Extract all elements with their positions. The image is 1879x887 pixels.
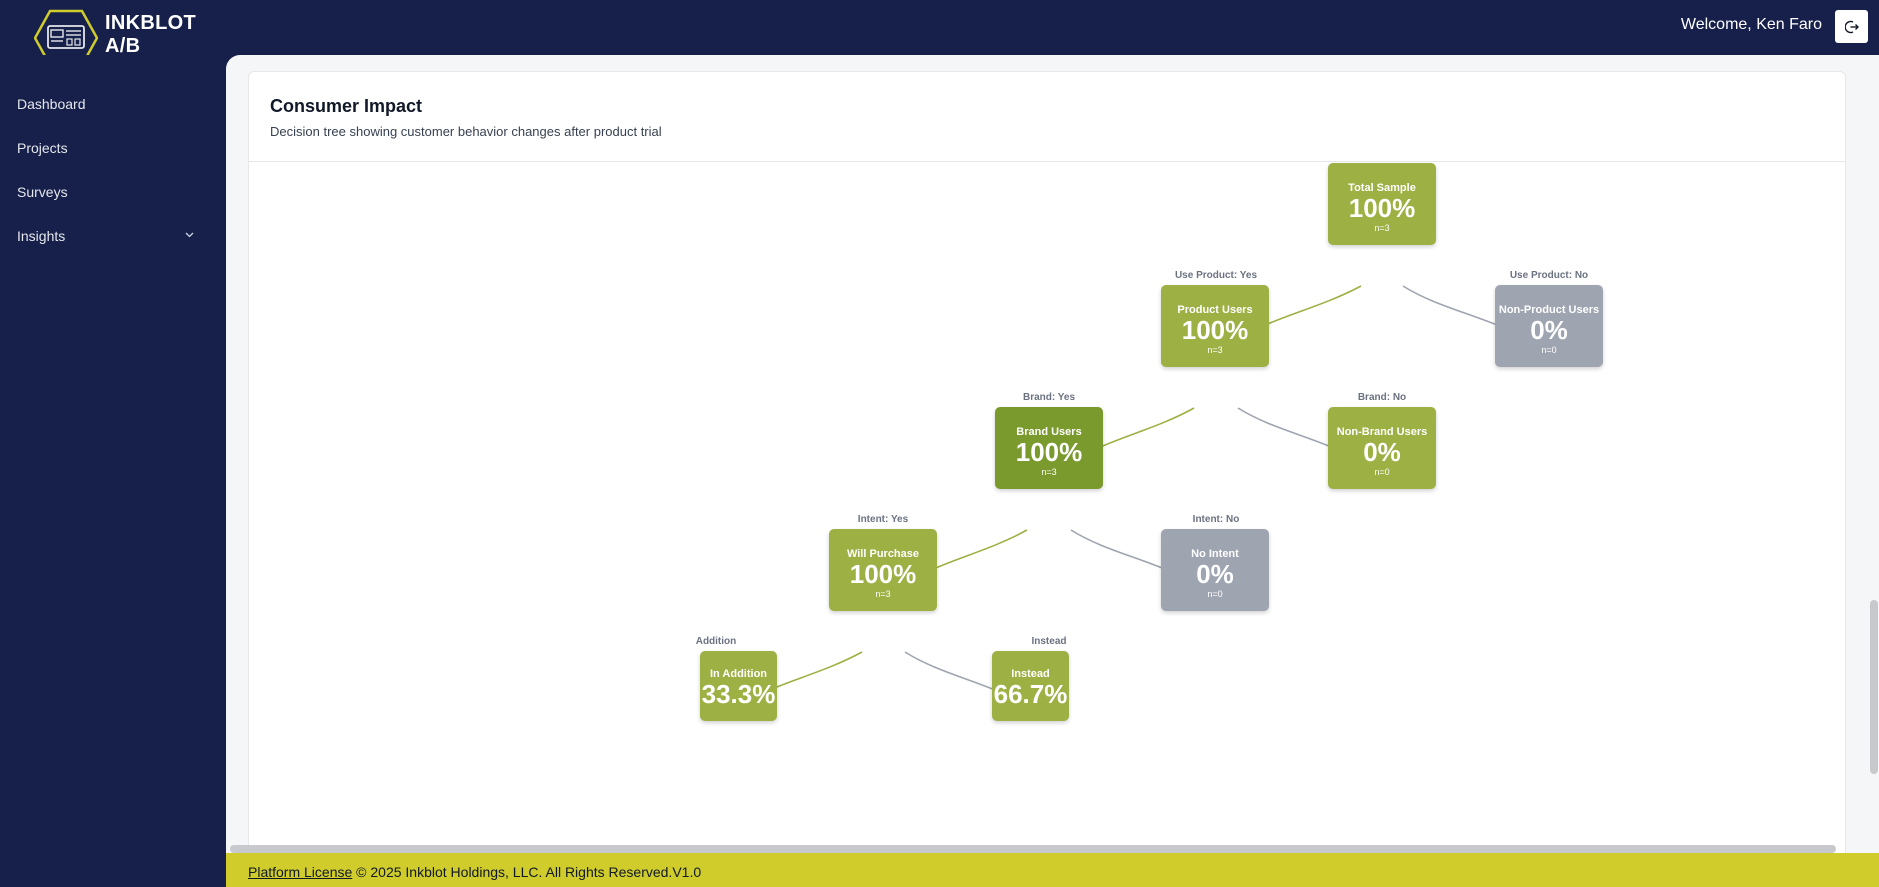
brand-line-1: INKBLOT (105, 12, 196, 34)
node-label: Non-Brand Users (1336, 426, 1428, 438)
footer-text: Platform License © 2025 Inkblot Holdings… (248, 864, 701, 880)
node-instead[interactable]: Instead 66.7% (992, 651, 1069, 721)
branch-label-intent-yes: Intent: Yes (857, 514, 909, 525)
node-label: In Addition (709, 668, 768, 680)
node-percent: 100% (1015, 437, 1083, 467)
node-count: n=3 (1041, 467, 1057, 477)
node-count: n=0 (1541, 345, 1557, 355)
branch-label-brand-yes: Brand: Yes (1022, 392, 1076, 403)
node-label: Total Sample (1348, 182, 1416, 194)
sidebar: Dashboard Projects Surveys Insights (0, 55, 226, 855)
vertical-scrollbar[interactable] (1870, 600, 1878, 774)
branch-label-brand-no: Brand: No (1357, 392, 1407, 403)
top-bar: INKBLOT A/B Welcome, Ken Faro (0, 0, 1879, 67)
node-no-intent[interactable]: No Intent 0% n=0 (1161, 529, 1269, 611)
node-label: No Intent (1191, 548, 1239, 560)
node-brand-users[interactable]: Brand Users 100% n=3 (995, 407, 1103, 489)
logout-button[interactable] (1835, 10, 1868, 43)
node-count: n=0 (1374, 467, 1390, 477)
sidebar-item-projects[interactable]: Projects (17, 140, 68, 156)
node-percent: 0% (1363, 437, 1401, 467)
footer-copyright: © 2025 Inkblot Holdings, LLC. All Rights… (352, 864, 702, 880)
node-label: Will Purchase (846, 548, 920, 560)
decision-tree: Use Product: Yes Use Product: No Brand: … (226, 55, 1879, 853)
horizontal-scrollbar[interactable] (230, 845, 1836, 853)
card-title: Consumer Impact (270, 96, 423, 116)
sidebar-item-label: Insights (17, 228, 66, 244)
node-percent: 33.3% (701, 679, 776, 709)
node-percent: 100% (1348, 193, 1416, 223)
logout-icon (1844, 20, 1859, 33)
branch-label-intent-no: Intent: No (1192, 514, 1240, 525)
chevron-down-icon (185, 232, 194, 238)
branch-label-addition: Addition (695, 636, 737, 647)
node-percent: 66.7% (993, 679, 1068, 709)
node-percent: 0% (1196, 559, 1234, 589)
branch-label-use-product-no: Use Product: No (1509, 270, 1589, 281)
platform-license-link[interactable]: Platform License (248, 864, 353, 880)
node-non-brand-users[interactable]: Non-Brand Users 0% n=0 (1328, 407, 1436, 489)
node-percent: 100% (1181, 315, 1249, 345)
node-product-users[interactable]: Product Users 100% n=3 (1161, 285, 1269, 367)
welcome-text: Welcome, Ken Faro (1680, 16, 1822, 33)
node-in-addition[interactable]: In Addition 33.3% (700, 651, 777, 721)
node-label: Instead (1011, 668, 1050, 680)
sidebar-item-insights[interactable]: Insights (17, 228, 210, 244)
card-subtitle: Decision tree showing customer behavior … (270, 124, 662, 139)
node-label: Non-Product Users (1498, 304, 1600, 316)
brand-line-2: A/B (105, 35, 141, 57)
node-non-product-users[interactable]: Non-Product Users 0% n=0 (1495, 285, 1603, 367)
node-will-purchase[interactable]: Will Purchase 100% n=3 (829, 529, 937, 611)
main-content: Consumer Impact Decision tree showing cu… (226, 55, 1879, 853)
node-percent: 100% (849, 559, 917, 589)
sidebar-item-dashboard[interactable]: Dashboard (17, 96, 86, 112)
node-count: n=3 (1207, 345, 1223, 355)
footer: Platform License © 2025 Inkblot Holdings… (226, 853, 1879, 887)
node-total-sample[interactable]: Total Sample 100% n=3 (1328, 163, 1436, 245)
node-label: Brand Users (1016, 426, 1082, 438)
brand-name: INKBLOT A/B (105, 12, 196, 58)
card-header: Consumer Impact Decision tree showing cu… (249, 72, 1845, 162)
node-count: n=3 (875, 589, 891, 599)
branch-label-use-product-yes: Use Product: Yes (1174, 270, 1258, 281)
node-count: n=3 (1374, 223, 1390, 233)
branch-label-instead: Instead (1031, 636, 1067, 647)
sidebar-item-surveys[interactable]: Surveys (17, 184, 68, 200)
node-percent: 0% (1530, 315, 1568, 345)
node-label: Product Users (1177, 304, 1253, 316)
node-count: n=0 (1207, 589, 1223, 599)
